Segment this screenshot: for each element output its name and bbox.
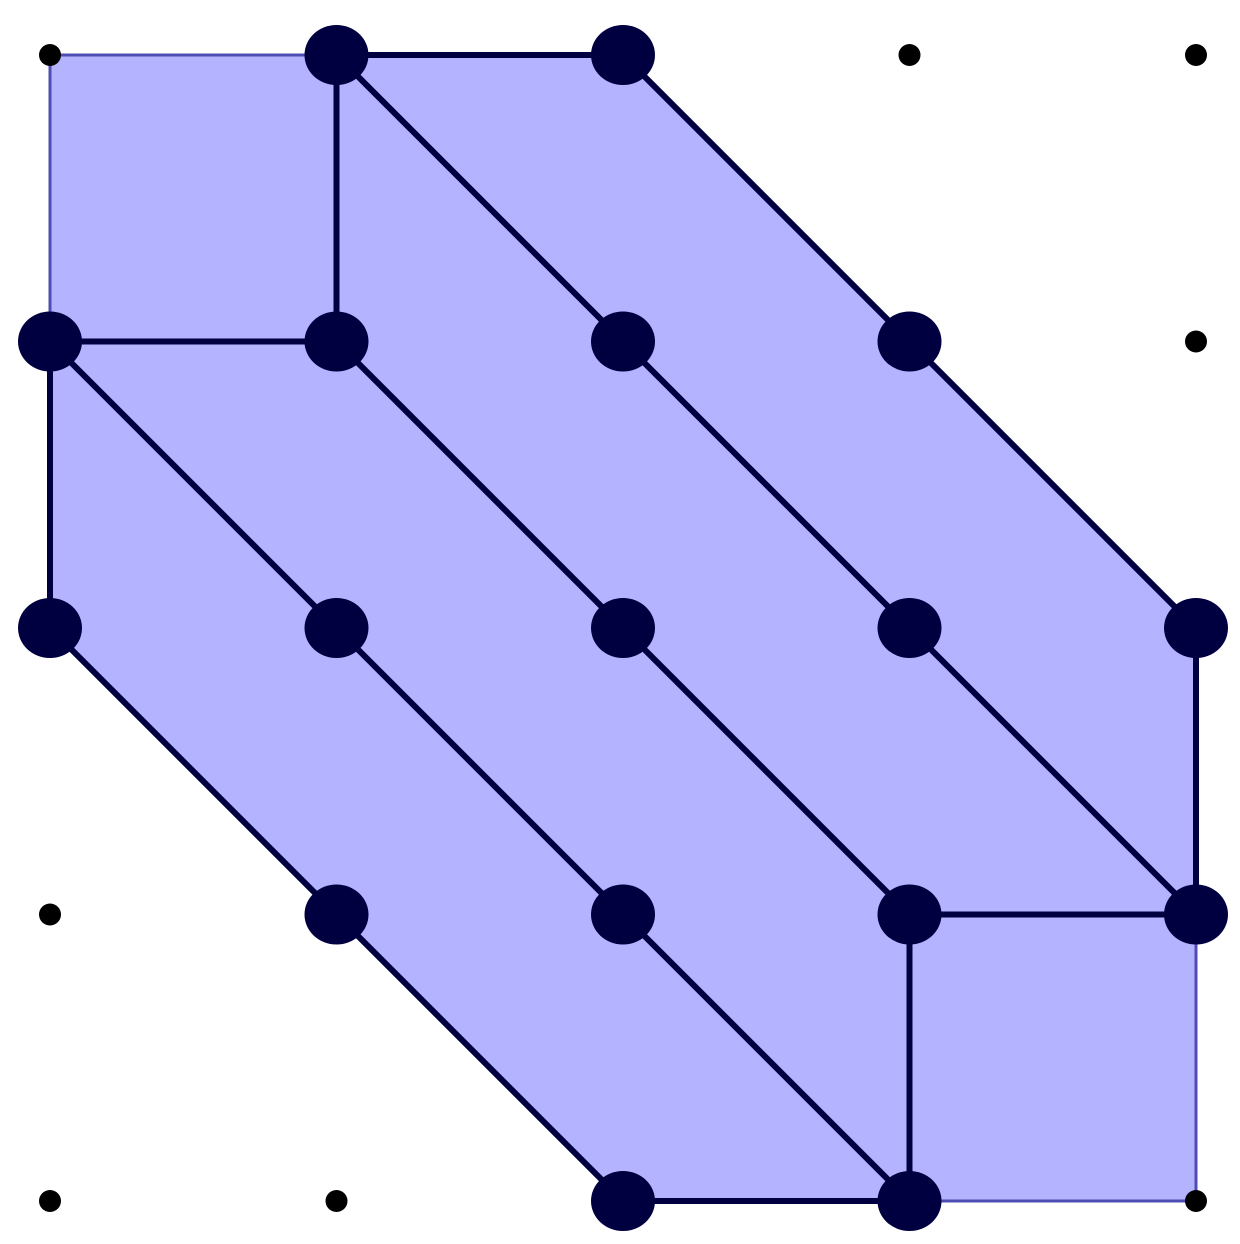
vertex [877, 1171, 942, 1231]
lattice-point [1185, 44, 1207, 66]
vertex [18, 311, 82, 372]
vertex [591, 311, 655, 372]
vertex [304, 25, 369, 85]
vertex [877, 311, 942, 372]
lattice-point [1185, 1190, 1207, 1212]
vertex [304, 884, 369, 945]
edge-diagonal-b [47, 338, 913, 1204]
vertex [591, 1171, 655, 1231]
vertex [591, 25, 655, 85]
lattice-points-layer [39, 44, 1207, 1212]
vertex [591, 598, 655, 658]
vertex [18, 598, 82, 658]
lattice-point [39, 44, 61, 66]
lattice-point [325, 1190, 348, 1212]
lattice-point [39, 1190, 61, 1212]
edges-layer [47, 52, 1199, 1204]
lattice-point [39, 903, 61, 926]
lattice-point [1185, 330, 1207, 353]
vertices-layer [18, 25, 1228, 1231]
vertex [877, 884, 942, 945]
vertex [304, 311, 369, 372]
vertex [1164, 598, 1228, 658]
vertex [877, 598, 942, 658]
vertex [1164, 884, 1228, 945]
edge-diagonal-a [333, 52, 1199, 918]
lattice-point [898, 44, 921, 66]
vertex [591, 884, 655, 945]
vertex [304, 598, 369, 658]
